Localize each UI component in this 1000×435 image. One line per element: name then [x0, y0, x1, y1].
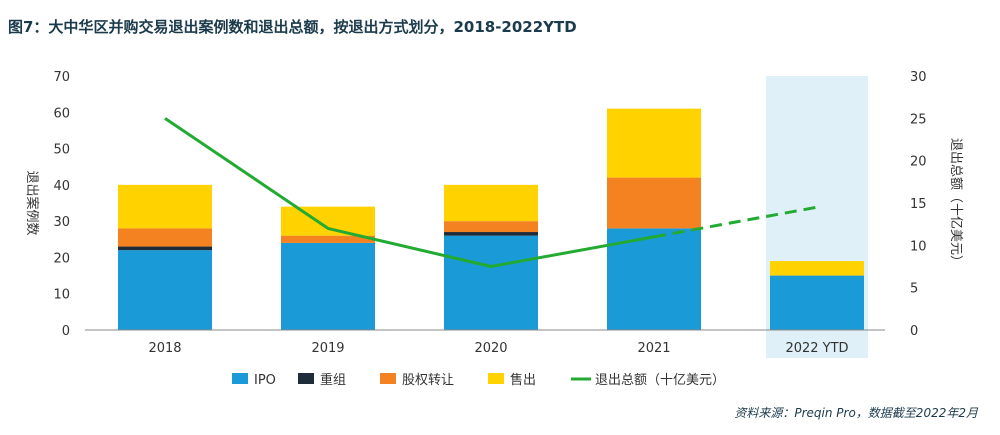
- bar-2019-series-2: [281, 235, 375, 243]
- bar-2019-series-3: [281, 206, 375, 236]
- legend-swatch: [488, 373, 504, 384]
- bar-2018-series-0: [118, 250, 212, 330]
- bar-2022-YTD-series-0: [770, 275, 864, 330]
- y-tick-left: 50: [53, 143, 70, 158]
- y-tick-left: 30: [53, 215, 70, 230]
- x-tick-label: 2019: [311, 341, 344, 356]
- y-axis-title-left: 退出案例数: [24, 170, 39, 235]
- total-line-dashed: [653, 205, 818, 239]
- x-tick-label: 2018: [148, 341, 181, 356]
- bars-layer: [118, 108, 864, 330]
- legend-label: 股权转让: [402, 372, 454, 388]
- chart-title: 图7：大中华区并购交易退出案例数和退出总额，按退出方式划分，2018-2022Y…: [8, 18, 577, 36]
- bar-2021-series-0: [607, 228, 701, 330]
- chart: 0 10 20 30 40 50 60 70 0 5 10 15 20 25 30 2018 2019 2020 2…: [24, 70, 963, 388]
- y-tick-left: 40: [53, 179, 70, 194]
- y-tick-left: 20: [53, 251, 70, 266]
- bar-2018-series-1: [118, 246, 212, 251]
- y-tick-right: 0: [910, 324, 918, 339]
- y-tick-right: 5: [910, 282, 918, 297]
- source-note: 资料来源：Preqin Pro，数据截至2022年2月: [734, 406, 978, 420]
- y-tick-left: 60: [53, 106, 70, 121]
- bar-2018-series-2: [118, 228, 212, 247]
- y-tick-left: 0: [62, 324, 70, 339]
- legend-label: IPO: [254, 373, 276, 388]
- legend-swatch: [298, 373, 314, 384]
- y-tick-left: 70: [53, 70, 70, 85]
- bar-2020-series-0: [444, 235, 538, 330]
- legend-label: 重组: [320, 372, 346, 388]
- bar-2020-series-2: [444, 221, 538, 233]
- y-axis-title-right: 退出总额（十亿美元）: [948, 138, 963, 268]
- legend-label: 售出: [510, 372, 536, 388]
- y-tick-right: 25: [910, 112, 927, 127]
- bar-2022-YTD-series-3: [770, 261, 864, 276]
- y-tick-right: 30: [910, 70, 927, 85]
- bar-2020-series-3: [444, 184, 538, 222]
- legend-layer: IPO 重组 股权转让 售出 退出总额（十亿美元）: [232, 372, 725, 388]
- bar-2020-series-1: [444, 232, 538, 236]
- x-tick-label: 2020: [474, 341, 507, 356]
- y-tick-right: 10: [910, 239, 927, 254]
- bar-2021-series-3: [607, 108, 701, 178]
- bar-2021-series-2: [607, 177, 701, 229]
- bar-2019-series-0: [281, 242, 375, 330]
- x-tick-label: 2021: [637, 341, 670, 356]
- y-tick-left: 10: [53, 288, 70, 303]
- legend-swatch: [380, 373, 396, 384]
- bar-2018-series-3: [118, 184, 212, 229]
- y-tick-right: 15: [910, 197, 927, 212]
- legend-label: 退出总额（十亿美元）: [595, 373, 725, 388]
- legend-swatch: [232, 373, 248, 384]
- line-layer: [164, 117, 818, 268]
- x-tick-label: 2022 YTD: [785, 341, 848, 356]
- y-tick-right: 20: [910, 155, 927, 170]
- axes-layer: 0 10 20 30 40 50 60 70 0 5 10 15 20 25 30 2018 2019 2020 2…: [24, 70, 963, 356]
- total-line-solid: [164, 117, 655, 268]
